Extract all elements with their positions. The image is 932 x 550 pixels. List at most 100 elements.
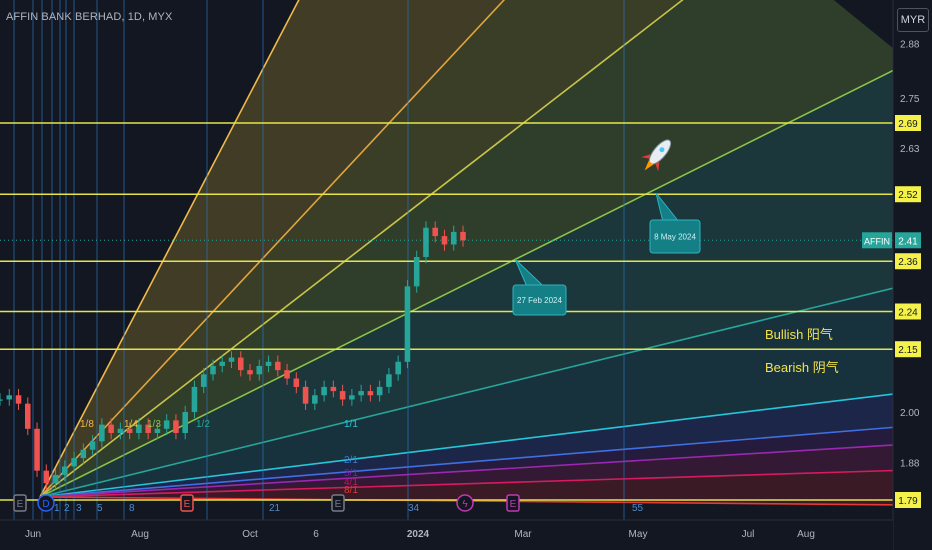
candle [34, 428, 40, 471]
event-marker: D [37, 494, 55, 512]
level-price-badge [895, 303, 921, 320]
gann-ratio-label: 1/8 [80, 419, 94, 430]
level-price-label: 2.36 [898, 257, 918, 268]
candle [43, 470, 50, 484]
gann-fan-ray [39, 425, 911, 498]
level-price-label: 2.52 [898, 190, 918, 201]
callout-label: 8 May 2024 [654, 233, 696, 242]
level-price-badge [895, 186, 921, 203]
cycle-label: 2 [64, 503, 70, 514]
gann-fan-ray [39, 0, 506, 498]
candle [423, 227, 429, 258]
candle [237, 357, 244, 371]
candle [80, 449, 87, 459]
candle [136, 424, 142, 433]
rocket-flame [644, 160, 654, 171]
callout-box [512, 284, 567, 316]
rocket-window [659, 147, 665, 153]
y-tick-label: 2.00 [900, 408, 920, 419]
candle [173, 420, 179, 433]
gann-fan [39, 0, 911, 506]
candle [386, 374, 392, 387]
x-tick-label: Jun [25, 529, 41, 540]
cycle-label: 3 [76, 503, 82, 514]
candle [200, 374, 207, 387]
candle [275, 361, 281, 371]
rocket-fin [655, 161, 660, 172]
x-tick-label: Aug [797, 529, 815, 540]
x-tick-label: 2024 [407, 529, 430, 540]
x-tick-label: May [629, 529, 648, 540]
candle [52, 474, 59, 484]
gann-ratio-label: 8/1 [344, 485, 358, 496]
candle [154, 428, 161, 433]
price-axis-background [893, 0, 932, 550]
event-marker: E [13, 494, 27, 512]
x-tick-label: Oct [242, 529, 258, 540]
level-price-badge [895, 341, 921, 358]
candle [145, 424, 151, 433]
gann-fan-ray [39, 443, 911, 498]
gann-ratio-label: 4/1 [344, 477, 358, 488]
cycle-label: 5 [97, 503, 103, 514]
event-marker-glyph: E [510, 499, 517, 510]
x-tick-label: 6 [313, 529, 319, 540]
gann-fan-ray [39, 0, 684, 498]
gann-ratio-label: 3/1 [344, 468, 358, 479]
callout-pointer [655, 192, 678, 221]
event-marker-glyph: ϟ [462, 499, 468, 510]
cycle-label: 21 [269, 503, 281, 514]
rocket-fin [641, 154, 651, 159]
event-marker-shape [180, 494, 194, 512]
level-price-badge [895, 253, 921, 270]
candle [163, 420, 170, 429]
bullish-label: Bullish 阳气 [765, 327, 833, 342]
candle [25, 403, 31, 429]
cycle-label: 55 [632, 503, 644, 514]
y-tick-label: 2.75 [900, 94, 920, 105]
gann-fan-ray [39, 469, 911, 498]
candle [191, 386, 198, 413]
candle [71, 458, 77, 467]
level-price-label: 1.79 [898, 496, 918, 507]
gann-fan-ray [39, 391, 911, 498]
level-price-label: 2.69 [898, 119, 918, 130]
time-axis-background [0, 520, 893, 550]
currency-selector[interactable]: MYR [897, 8, 929, 32]
x-tick-label: Jul [742, 529, 755, 540]
event-marker-glyph: E [17, 499, 24, 510]
event-marker: ϟ [456, 494, 474, 512]
gann-ratio-label: 1/4 [124, 419, 138, 430]
plot-background [0, 0, 893, 520]
candle [339, 391, 346, 400]
level-price-label: 2.15 [898, 345, 918, 356]
y-tick-label: 1.88 [900, 458, 920, 469]
bearish-label: Bearish 阴气 [765, 360, 839, 375]
candle [321, 386, 327, 396]
candle [395, 361, 401, 375]
level-price-badge [895, 492, 921, 508]
candle [0, 399, 3, 401]
event-marker-glyph: D [42, 499, 49, 510]
candle [62, 466, 68, 475]
y-tick-label: 2.63 [900, 144, 920, 155]
gann-ratio-label: 1/3 [147, 419, 161, 430]
callout: 8 May 2024 [649, 192, 701, 254]
candle [367, 391, 374, 396]
gann-fan-ray [39, 283, 911, 498]
candle [404, 286, 411, 362]
event-marker-glyph: E [184, 499, 191, 510]
last-price-badge [895, 232, 921, 249]
candle [219, 361, 226, 366]
cycle-label: 1 [54, 503, 60, 514]
cycle-label: 34 [408, 503, 420, 514]
event-marker-shape [506, 494, 520, 512]
callout-label: 27 Feb 2024 [517, 296, 562, 305]
candle [432, 227, 438, 237]
event-marker: E [331, 494, 345, 512]
candle [256, 365, 263, 375]
candle [349, 395, 355, 400]
level-price-label: 2.24 [898, 308, 918, 319]
candle [6, 395, 13, 400]
